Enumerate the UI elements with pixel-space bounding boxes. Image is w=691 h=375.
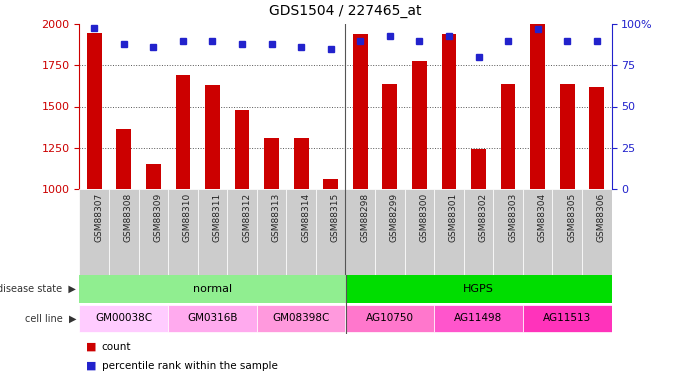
Bar <box>87 33 102 189</box>
Text: GM00038C: GM00038C <box>95 314 153 323</box>
Bar <box>382 84 397 189</box>
Bar <box>168 304 257 332</box>
Text: GSM88298: GSM88298 <box>360 193 369 242</box>
Bar <box>79 275 346 303</box>
Bar <box>493 189 523 275</box>
Bar <box>589 87 604 189</box>
Text: GSM88308: GSM88308 <box>124 193 133 242</box>
Bar <box>346 189 375 275</box>
Bar <box>471 149 486 189</box>
Bar <box>523 189 552 275</box>
Bar <box>205 85 220 189</box>
Text: GSM88303: GSM88303 <box>508 193 517 242</box>
Text: GSM88311: GSM88311 <box>212 193 222 242</box>
Bar <box>109 189 139 275</box>
Text: GSM88306: GSM88306 <box>597 193 606 242</box>
Bar <box>316 189 346 275</box>
Bar <box>116 129 131 189</box>
Bar <box>227 189 257 275</box>
Text: GM08398C: GM08398C <box>272 314 330 323</box>
Text: percentile rank within the sample: percentile rank within the sample <box>102 361 278 370</box>
Bar <box>375 189 405 275</box>
Bar <box>412 60 427 189</box>
Text: GSM88314: GSM88314 <box>301 193 310 242</box>
Bar <box>146 164 161 189</box>
Bar <box>530 24 545 189</box>
Bar <box>552 189 582 275</box>
Text: HGPS: HGPS <box>463 284 494 294</box>
Text: GSM88309: GSM88309 <box>153 193 162 242</box>
Bar <box>434 304 523 332</box>
Text: ■: ■ <box>86 342 97 352</box>
Bar <box>257 304 346 332</box>
Text: GSM88315: GSM88315 <box>331 193 340 242</box>
Text: GSM88312: GSM88312 <box>242 193 251 242</box>
Bar <box>294 138 309 189</box>
Bar <box>257 189 286 275</box>
Bar <box>168 189 198 275</box>
Text: GSM88304: GSM88304 <box>538 193 547 242</box>
Bar <box>79 189 109 275</box>
Bar <box>442 34 456 189</box>
Bar <box>346 275 612 303</box>
Text: GDS1504 / 227465_at: GDS1504 / 227465_at <box>269 4 422 18</box>
Text: AG10750: AG10750 <box>366 314 414 323</box>
Bar <box>353 34 368 189</box>
Text: AG11513: AG11513 <box>543 314 591 323</box>
Bar <box>198 189 227 275</box>
Bar <box>434 189 464 275</box>
Bar <box>235 110 249 189</box>
Text: GSM88302: GSM88302 <box>478 193 488 242</box>
Bar <box>560 84 575 189</box>
Bar <box>264 138 279 189</box>
Text: normal: normal <box>193 284 232 294</box>
Text: GSM88300: GSM88300 <box>419 193 428 242</box>
Text: GSM88313: GSM88313 <box>272 193 281 242</box>
Text: GSM88307: GSM88307 <box>94 193 103 242</box>
Bar <box>464 189 493 275</box>
Bar <box>405 189 434 275</box>
Bar <box>523 304 612 332</box>
Bar <box>139 189 168 275</box>
Text: GSM88305: GSM88305 <box>567 193 576 242</box>
Bar <box>582 189 612 275</box>
Bar <box>323 179 338 189</box>
Text: GSM88310: GSM88310 <box>183 193 192 242</box>
Text: GSM88301: GSM88301 <box>449 193 458 242</box>
Bar <box>176 75 190 189</box>
Text: AG11498: AG11498 <box>455 314 502 323</box>
Bar <box>286 189 316 275</box>
Text: cell line  ▶: cell line ▶ <box>24 314 76 323</box>
Bar <box>501 84 515 189</box>
Text: count: count <box>102 342 131 352</box>
Text: ■: ■ <box>86 361 97 370</box>
Bar <box>79 304 168 332</box>
Text: GM0316B: GM0316B <box>187 314 238 323</box>
Bar <box>346 304 434 332</box>
Text: disease state  ▶: disease state ▶ <box>0 284 76 294</box>
Text: GSM88299: GSM88299 <box>390 193 399 242</box>
